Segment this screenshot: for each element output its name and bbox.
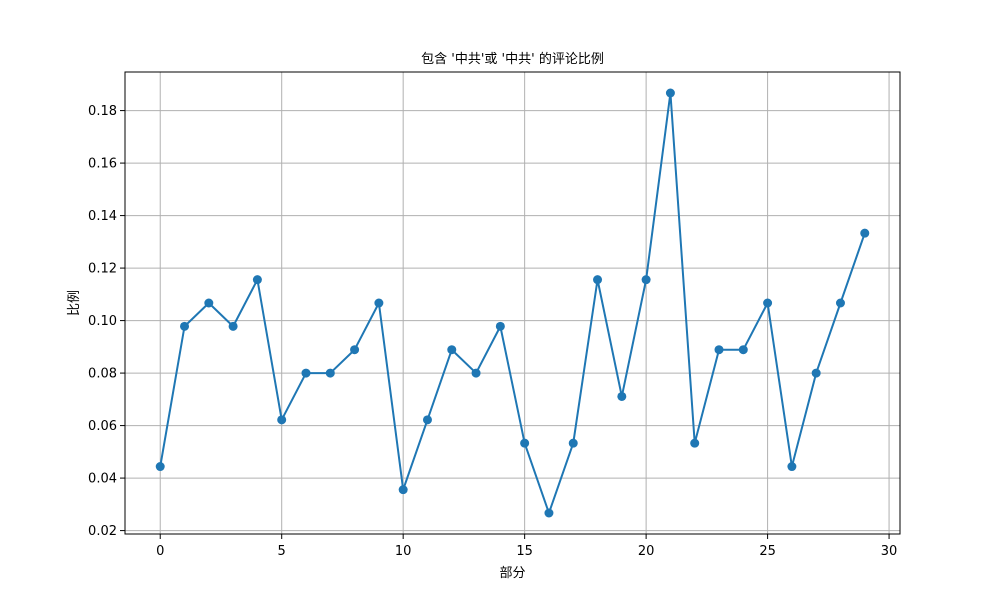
series-line [159, 92, 866, 514]
x-tick-label: 0 [156, 544, 164, 559]
y-tick-label: 0.12 [88, 262, 117, 277]
y-tick-label: 0.02 [88, 524, 117, 539]
x-tick-label: 10 [395, 544, 412, 559]
data-point [495, 321, 505, 331]
data-point [593, 275, 603, 285]
x-tick-label: 20 [638, 544, 655, 559]
data-point [665, 88, 675, 98]
plot-frame [124, 71, 901, 535]
x-tick-label: 15 [516, 544, 533, 559]
data-point [641, 275, 651, 285]
data-point [422, 415, 432, 425]
data-point [398, 485, 408, 495]
data-point [860, 228, 870, 238]
data-point [787, 462, 797, 472]
x-tick-label: 5 [278, 544, 286, 559]
data-point [520, 438, 530, 448]
data-point [155, 462, 165, 472]
data-point [228, 321, 238, 331]
y-tick-label: 0.06 [88, 419, 117, 434]
data-point [204, 298, 214, 308]
x-axis-label: 部分 [499, 566, 525, 581]
data-point [252, 275, 262, 285]
ticks: 0 5 10 15 20 25 30 0.02 0.04 0.06 0.08 0.10 0.12 0.14… [88, 104, 897, 559]
data-point [301, 368, 311, 378]
data-point [325, 368, 335, 378]
data-point [690, 438, 700, 448]
y-tick-label: 0.18 [88, 104, 117, 119]
y-axis-label: 比例 [67, 290, 82, 316]
data-point [835, 298, 845, 308]
data-point [471, 368, 481, 378]
y-tick-label: 0.04 [88, 472, 117, 487]
data-point [180, 321, 190, 331]
y-tick-label: 0.16 [88, 157, 117, 172]
chart-title: 包含 '中共'或 '中共' 的评论比例 [421, 51, 604, 67]
data-point [811, 368, 821, 378]
data-point [374, 298, 384, 308]
data-point [568, 438, 578, 448]
data-point [277, 415, 287, 425]
data-point [617, 391, 627, 401]
series-layer [155, 88, 870, 518]
grid [125, 72, 900, 534]
data-point [738, 345, 748, 355]
y-tick-label: 0.10 [88, 314, 117, 329]
y-tick-label: 0.08 [88, 367, 117, 382]
data-point [350, 345, 360, 355]
y-tick-label: 0.14 [88, 209, 117, 224]
x-tick-label: 30 [881, 544, 898, 559]
data-point [763, 298, 773, 308]
x-tick-label: 25 [759, 544, 776, 559]
data-point [447, 345, 457, 355]
data-point [714, 345, 724, 355]
data-point [544, 508, 554, 518]
